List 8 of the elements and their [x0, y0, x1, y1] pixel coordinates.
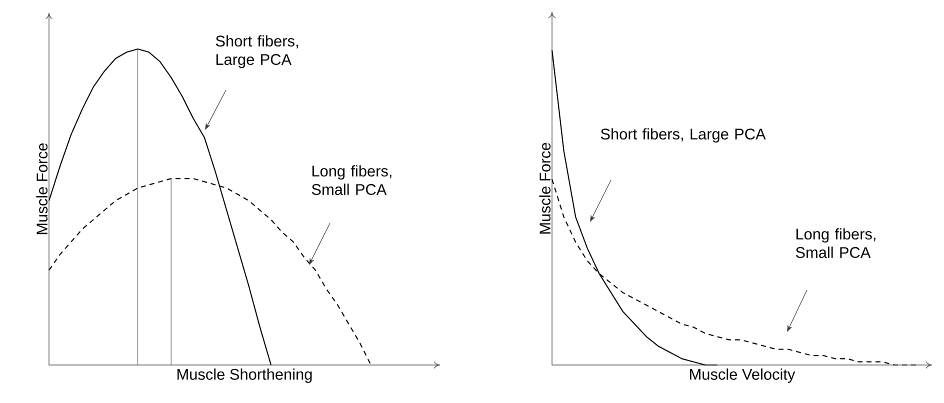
annotation: Long fibers, Small PCA: [796, 228, 876, 258]
x-axis-title: Muscle Velocity: [690, 368, 796, 383]
y-axis-title: Muscle Force: [539, 142, 551, 234]
x-axis-title: Muscle Shorthening: [178, 368, 312, 383]
annotation: Short fibers, Large PCA: [600, 128, 766, 143]
annotation: Long fibers, Small PCA: [312, 165, 392, 195]
y-axis-title: Muscle Force: [36, 143, 48, 234]
annotation: Short fibers, Large PCA: [216, 35, 298, 68]
